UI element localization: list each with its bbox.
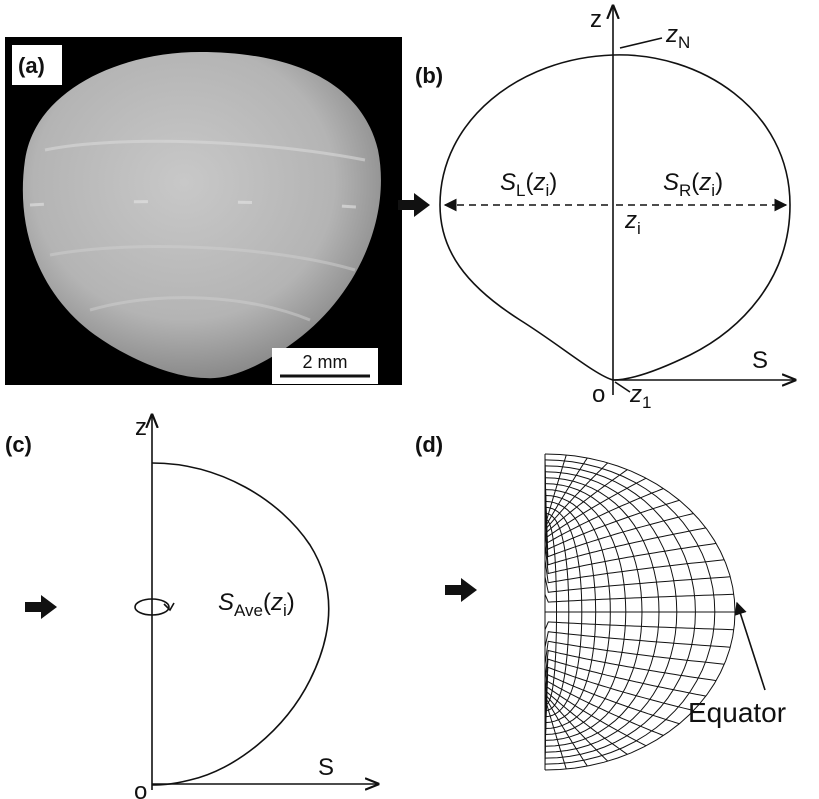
subscript: R bbox=[679, 181, 691, 200]
panel-label: (c) bbox=[5, 432, 32, 457]
paren: ( bbox=[691, 169, 699, 196]
symbol: z bbox=[629, 381, 642, 408]
mesh-line bbox=[545, 632, 730, 648]
symbol: z bbox=[624, 207, 637, 234]
symbol: S bbox=[500, 169, 516, 196]
profile-curve bbox=[440, 55, 790, 380]
z-i: zi bbox=[624, 207, 641, 238]
mesh-line bbox=[545, 577, 730, 593]
axis-label: S bbox=[752, 347, 768, 374]
mesh-line bbox=[545, 594, 734, 602]
arrow bbox=[25, 595, 57, 619]
subscript: i bbox=[637, 219, 641, 238]
panel-b: (b) z zN SL(zi) SR(zi) zi S o z1 bbox=[398, 6, 795, 412]
arg: z bbox=[270, 589, 283, 616]
mesh-line bbox=[545, 659, 706, 696]
symbol: S bbox=[218, 589, 234, 616]
origin-label: o bbox=[134, 778, 147, 799]
leader bbox=[615, 382, 630, 392]
arrow bbox=[445, 578, 477, 602]
z-n: zN bbox=[665, 21, 690, 52]
s-r: SR(zi) bbox=[663, 169, 723, 200]
paren: ) bbox=[287, 589, 295, 616]
mesh-line bbox=[545, 622, 734, 630]
panel-c: (c) z SAve(zi) S o bbox=[5, 414, 378, 799]
mesh-line bbox=[545, 687, 646, 746]
axis-label: z bbox=[590, 6, 602, 33]
origin-label: o bbox=[592, 381, 605, 408]
s-l: SL(zi) bbox=[500, 169, 557, 200]
arg: z bbox=[698, 169, 711, 196]
profile-curve bbox=[152, 463, 329, 785]
paren: ) bbox=[715, 169, 723, 196]
panel-d: (d) Equator bbox=[415, 432, 786, 770]
leader bbox=[620, 38, 662, 48]
leader bbox=[737, 603, 765, 690]
annotation: Equator bbox=[688, 697, 786, 728]
mesh-line bbox=[545, 528, 706, 565]
subscript: 1 bbox=[642, 393, 651, 412]
subscript: N bbox=[678, 33, 690, 52]
arg: z bbox=[532, 169, 545, 196]
mesh-line bbox=[545, 478, 646, 537]
panel-label: (d) bbox=[415, 432, 443, 457]
subscript: Ave bbox=[234, 601, 263, 620]
paren: ) bbox=[549, 169, 557, 196]
s-ave: SAve(zi) bbox=[218, 589, 295, 620]
paren: ( bbox=[263, 589, 271, 616]
panel-label: (b) bbox=[415, 63, 443, 88]
panel-a: (a) 2 mm bbox=[5, 37, 402, 385]
arrow bbox=[398, 193, 430, 217]
panel-label: (a) bbox=[18, 53, 45, 78]
figure: (a) 2 mm (b) z zN SL(zi) SR(zi) zi S o z… bbox=[0, 0, 819, 799]
symbol: S bbox=[663, 169, 679, 196]
paren: ( bbox=[525, 169, 533, 196]
axis-label: z bbox=[135, 414, 147, 441]
z-1: z1 bbox=[629, 381, 651, 412]
axis-label: S bbox=[318, 754, 334, 781]
subscript: L bbox=[516, 181, 525, 200]
symbol: z bbox=[665, 21, 678, 48]
scale-label: 2 mm bbox=[303, 352, 348, 372]
